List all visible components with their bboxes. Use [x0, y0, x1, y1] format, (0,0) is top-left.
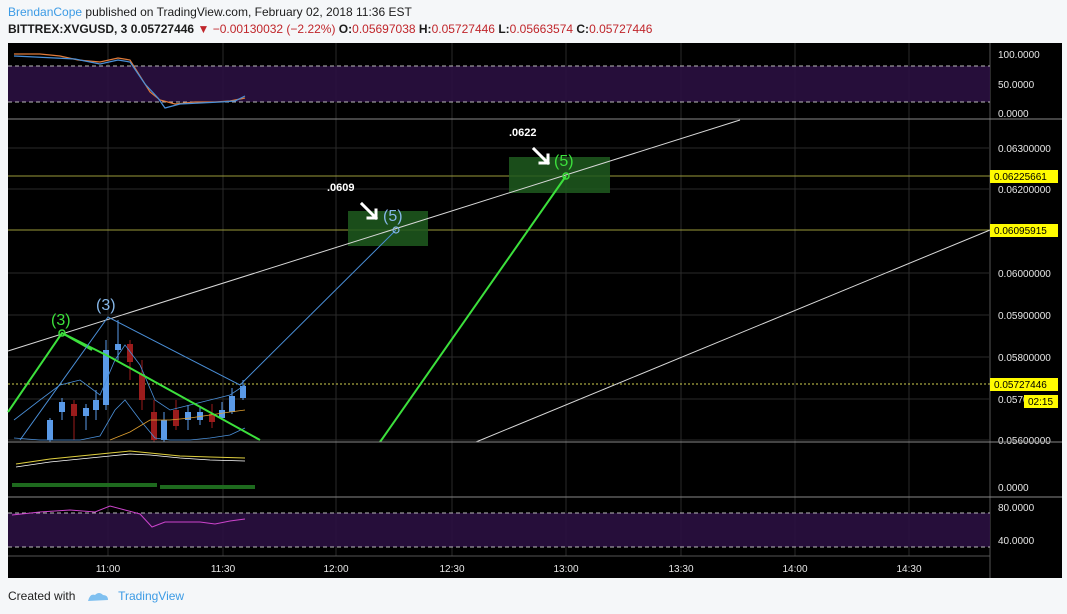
- candle-body: [173, 410, 179, 426]
- vertical-gridlines: [107, 43, 910, 556]
- bottom-oscillator-pane: 80.0000 40.0000: [8, 503, 1035, 548]
- candle-body: [93, 400, 99, 410]
- time-tick-label: 12:00: [323, 564, 348, 575]
- open-label: O:: [338, 22, 353, 36]
- candle-body: [127, 344, 133, 362]
- wave-label-green-5: (5): [554, 153, 574, 170]
- green-wave-right: [379, 175, 567, 443]
- upper-band: [13, 344, 246, 421]
- price-change: −0.00130032 (−2.22%): [212, 22, 336, 36]
- high-label: H:: [418, 22, 432, 36]
- wave-label-blue-5: (5): [383, 208, 403, 225]
- annotation-0609: .0609: [327, 182, 355, 194]
- price-tick-label: 0.05900000: [998, 311, 1051, 322]
- volume-pane: 0.0000: [8, 450, 1062, 498]
- low-value: 0.05663574: [509, 22, 574, 36]
- candle-body: [115, 344, 121, 350]
- svg-text:0.05727446: 0.05727446: [994, 380, 1047, 391]
- candle-body: [185, 412, 191, 420]
- author-link[interactable]: BrendanCope: [8, 5, 83, 19]
- top-osc-tick: 100.0000: [998, 50, 1040, 61]
- arrow-down-right-icon: [359, 201, 379, 221]
- open-value: 0.05697038: [352, 22, 416, 36]
- wave-label-green-3: (3): [51, 312, 71, 329]
- time-tick-label: 12:30: [439, 564, 464, 575]
- candle-body: [47, 420, 53, 440]
- wave-label-blue-3: (3): [96, 297, 116, 314]
- candle-body: [59, 402, 65, 412]
- candle-body: [139, 374, 145, 400]
- price-tick-label: 0.05800000: [998, 353, 1051, 364]
- last-price: 0.05727446: [130, 22, 195, 36]
- low-label: L:: [498, 22, 510, 36]
- top-oscillator-pane: 100.0000 50.0000 0.0000: [8, 50, 1062, 120]
- time-tick-label: 13:30: [668, 564, 693, 575]
- symbol-name[interactable]: BITTREX:XVGUSD, 3: [8, 22, 128, 36]
- top-osc-tick: 0.0000: [998, 109, 1029, 120]
- upper-channel-line: [7, 119, 741, 352]
- price-tag-last: 0.05727446: [990, 378, 1058, 391]
- candle-body: [197, 412, 203, 420]
- price-tick-label: 0.06000000: [998, 269, 1051, 280]
- arrow-down-right-icon: [531, 146, 551, 166]
- lower-channel-line: [475, 229, 991, 443]
- publish-text: published on TradingView.com, February 0…: [82, 5, 412, 19]
- price-tag-0622: 0.06225661: [990, 170, 1058, 183]
- down-arrow-icon: ▼: [197, 22, 210, 36]
- annotation-0622: .0622: [509, 127, 537, 139]
- price-tag-0609: 0.06095915: [990, 224, 1058, 237]
- horizontal-gridlines: [8, 147, 990, 441]
- time-tick-label: 13:00: [553, 564, 578, 575]
- price-tick-label: 0.0570: [998, 395, 1029, 406]
- bottom-osc-tick: 80.0000: [998, 503, 1035, 514]
- time-tick-label: 14:30: [896, 564, 921, 575]
- candle-body: [83, 408, 89, 416]
- created-with-text: Created with: [8, 589, 76, 603]
- moving-average: [109, 409, 246, 441]
- close-value: 0.05727446: [589, 22, 653, 36]
- candle-body: [240, 386, 246, 398]
- symbol-legend: BITTREX:XVGUSD, 3 0.05727446 ▼ −0.001300…: [8, 22, 652, 36]
- price-axis-background: [990, 43, 1062, 578]
- svg-text:02:15: 02:15: [1028, 397, 1053, 408]
- top-osc-tick: 50.0000: [998, 80, 1035, 91]
- svg-text:0.06225661: 0.06225661: [994, 172, 1047, 183]
- close-label: C:: [576, 22, 590, 36]
- candle-body: [151, 412, 157, 440]
- tradingview-logo-icon: [87, 592, 108, 601]
- target-box-0609: [348, 211, 428, 246]
- candle-body: [161, 420, 167, 440]
- svg-text:0.06095915: 0.06095915: [994, 226, 1047, 237]
- candle-body: [229, 396, 235, 412]
- candle-body: [103, 350, 109, 405]
- time-axis: 11:00 11:30 12:00 12:30 13:00 13:30 14:00 14:30: [96, 564, 922, 575]
- time-tick-label: 11:30: [211, 564, 236, 575]
- price-tick-label: 0.06200000: [998, 185, 1051, 196]
- chart-background: [8, 43, 990, 578]
- bottom-osc-tick: 40.0000: [998, 536, 1035, 547]
- time-tick-label: 11:00: [96, 564, 121, 575]
- candle-body: [209, 414, 215, 422]
- green-wave-left: [7, 331, 261, 441]
- high-value: 0.05727446: [431, 22, 495, 36]
- time-tick-label: 14:00: [782, 564, 807, 575]
- price-tick-label: 0.06300000: [998, 144, 1051, 155]
- publish-info: BrendanCope published on TradingView.com…: [8, 5, 412, 19]
- candle-body: [219, 410, 225, 418]
- candle-body: [71, 404, 77, 416]
- blue-wave-line: [19, 229, 397, 441]
- volume-tick: 0.0000: [998, 483, 1029, 494]
- countdown-tag: 02:15: [1024, 395, 1058, 408]
- lower-band: [13, 399, 246, 441]
- candles: [47, 320, 246, 442]
- footer: Created with TradingView: [8, 589, 184, 603]
- tradingview-link[interactable]: TradingView: [118, 589, 185, 603]
